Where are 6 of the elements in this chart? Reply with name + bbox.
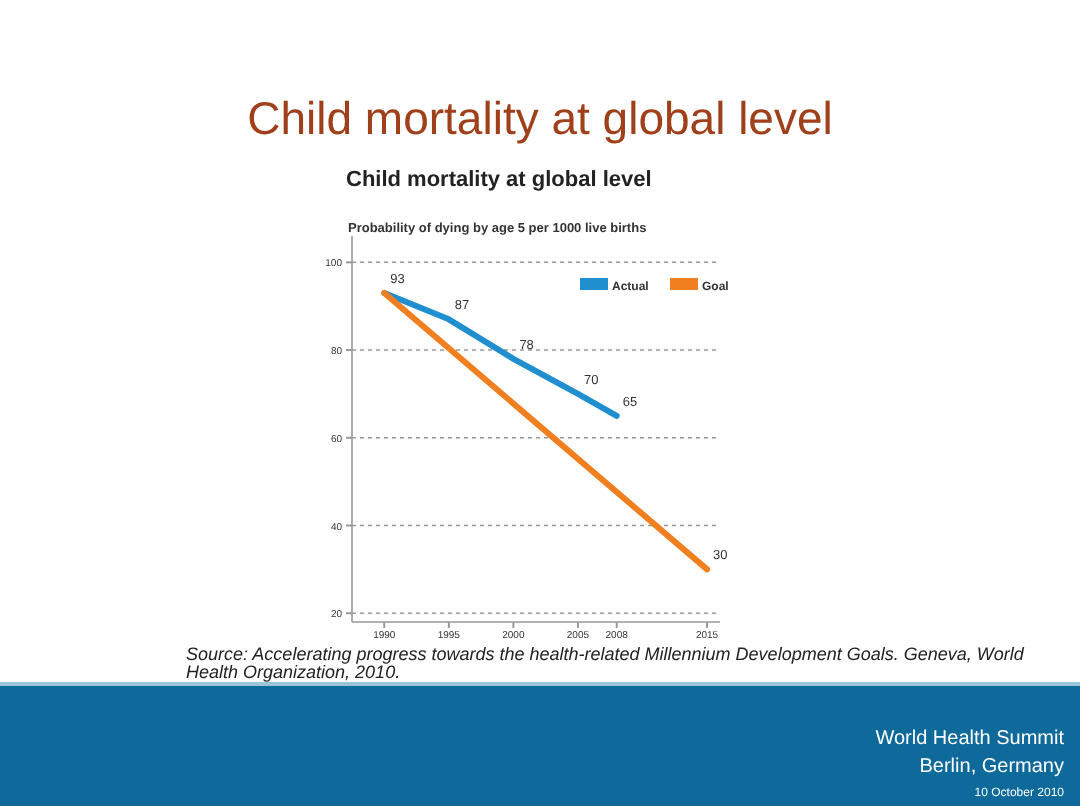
chart-subtitle: Child mortality at global level [346, 168, 652, 192]
text: World Health Summit [875, 728, 1065, 750]
text: Berlin, Germany [919, 756, 1064, 778]
chart-title: Child mortality at global level [247, 92, 833, 144]
source-note: Source: Accelerating progress towards the health-related Millennium Development Goals. Geneva, World Health Organization, 2010. [186, 644, 1026, 682]
line-series [381, 290, 620, 419]
